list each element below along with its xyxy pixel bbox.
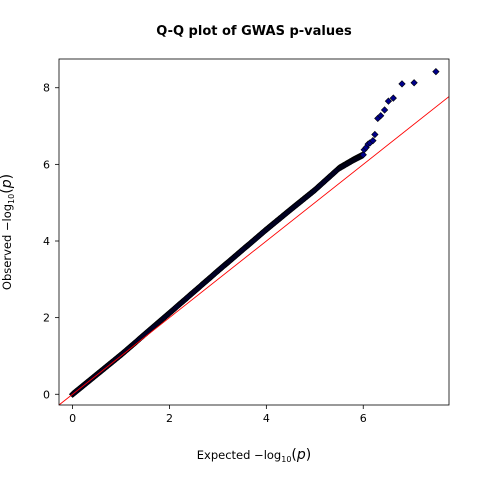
- plot-frame: [58, 58, 450, 406]
- x-tick-label: 0: [69, 412, 76, 425]
- x-tick-label: 4: [263, 412, 270, 425]
- data-point: [432, 68, 440, 76]
- data-point: [359, 151, 367, 159]
- y-tick-label: 6: [43, 158, 50, 171]
- x-tick-label: 6: [360, 412, 367, 425]
- data-point: [398, 80, 406, 88]
- y-axis-label: Observed −log10(p): [0, 174, 16, 290]
- y-tick-label: 0: [43, 388, 50, 401]
- y-axis-label-open: (: [0, 188, 15, 193]
- x-axis-label-close: ): [306, 447, 311, 463]
- y-axis-label-subscript: 10: [7, 194, 16, 204]
- data-point: [371, 130, 379, 139]
- x-axis-label-prefix: Expected −log: [197, 448, 281, 462]
- data-point: [384, 97, 393, 105]
- x-axis-label-variable: p: [296, 447, 306, 463]
- x-axis-label-open: (: [291, 447, 296, 463]
- data-points: [68, 68, 440, 398]
- data-point: [380, 106, 389, 114]
- data-point: [369, 136, 377, 145]
- y-tick-label: 8: [43, 82, 50, 95]
- y-axis-label-close: ): [0, 174, 15, 179]
- data-point: [377, 112, 385, 120]
- x-tick-label: 2: [166, 412, 173, 425]
- chart-title: Q-Q plot of GWAS p-values: [156, 24, 352, 39]
- y-axis: 0 2 4 6 8: [43, 82, 59, 401]
- x-axis-label: Expected −log10(p): [197, 447, 312, 464]
- y-axis-label-variable: p: [0, 179, 15, 189]
- y-axis-label-prefix: Observed −log: [0, 204, 14, 290]
- x-axis-label-subscript: 10: [281, 455, 291, 464]
- x-axis: 0 2 4 6: [69, 405, 367, 425]
- y-tick-label: 2: [43, 312, 50, 325]
- data-point: [389, 94, 397, 102]
- y-tick-label: 4: [43, 235, 50, 248]
- reference-line: [59, 96, 449, 405]
- data-point: [410, 79, 418, 87]
